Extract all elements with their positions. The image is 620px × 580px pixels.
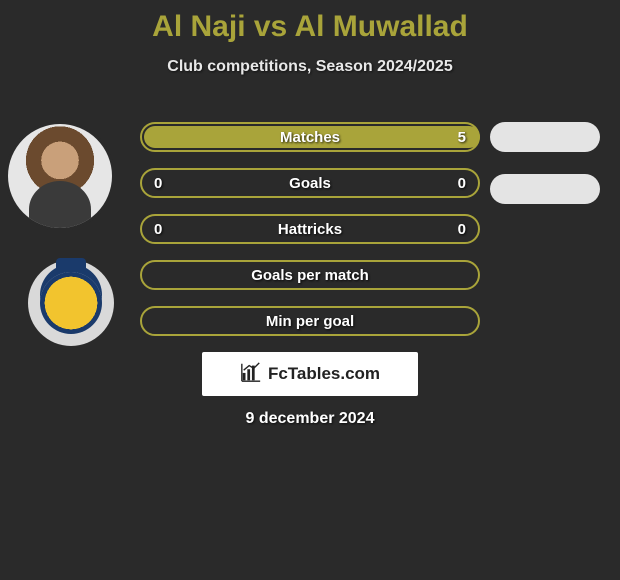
stat-pill: Goals per match (140, 260, 480, 290)
stat-pill: Matches5 (140, 122, 480, 152)
watermark-text: FcTables.com (268, 364, 380, 384)
stat-row: Hattricks0 0 (140, 214, 480, 244)
stat-value-right: 0 (458, 170, 466, 196)
chart-icon (240, 361, 262, 388)
stat-row: Min per goal (140, 306, 480, 336)
stat-value-right: 5 (458, 124, 466, 150)
stat-label: Matches (142, 124, 478, 150)
right-pill-2 (490, 174, 600, 204)
stat-label: Min per goal (142, 308, 478, 334)
player-avatar (8, 124, 112, 228)
stat-label: Goals per match (142, 262, 478, 288)
watermark: FcTables.com (202, 352, 418, 396)
stat-row: Matches5 (140, 122, 480, 152)
club-badge (28, 260, 114, 346)
stat-pill: Hattricks0 0 (140, 214, 480, 244)
right-pill-1 (490, 122, 600, 152)
stat-row: Goals0 0 (140, 168, 480, 198)
page-title: Al Naji vs Al Muwallad (0, 0, 620, 44)
stat-row: Goals per match (140, 260, 480, 290)
stat-pill: Min per goal (140, 306, 480, 336)
stat-label: Hattricks (142, 216, 478, 242)
stat-value-left: 0 (154, 216, 162, 242)
subtitle: Club competitions, Season 2024/2025 (0, 58, 620, 76)
date: 9 december 2024 (0, 410, 620, 428)
stat-label: Goals (142, 170, 478, 196)
stat-pill: Goals0 0 (140, 168, 480, 198)
stats-bars: Matches5Goals00Hattricks00Goals per matc… (140, 122, 480, 352)
stat-value-left: 0 (154, 170, 162, 196)
stat-value-right: 0 (458, 216, 466, 242)
